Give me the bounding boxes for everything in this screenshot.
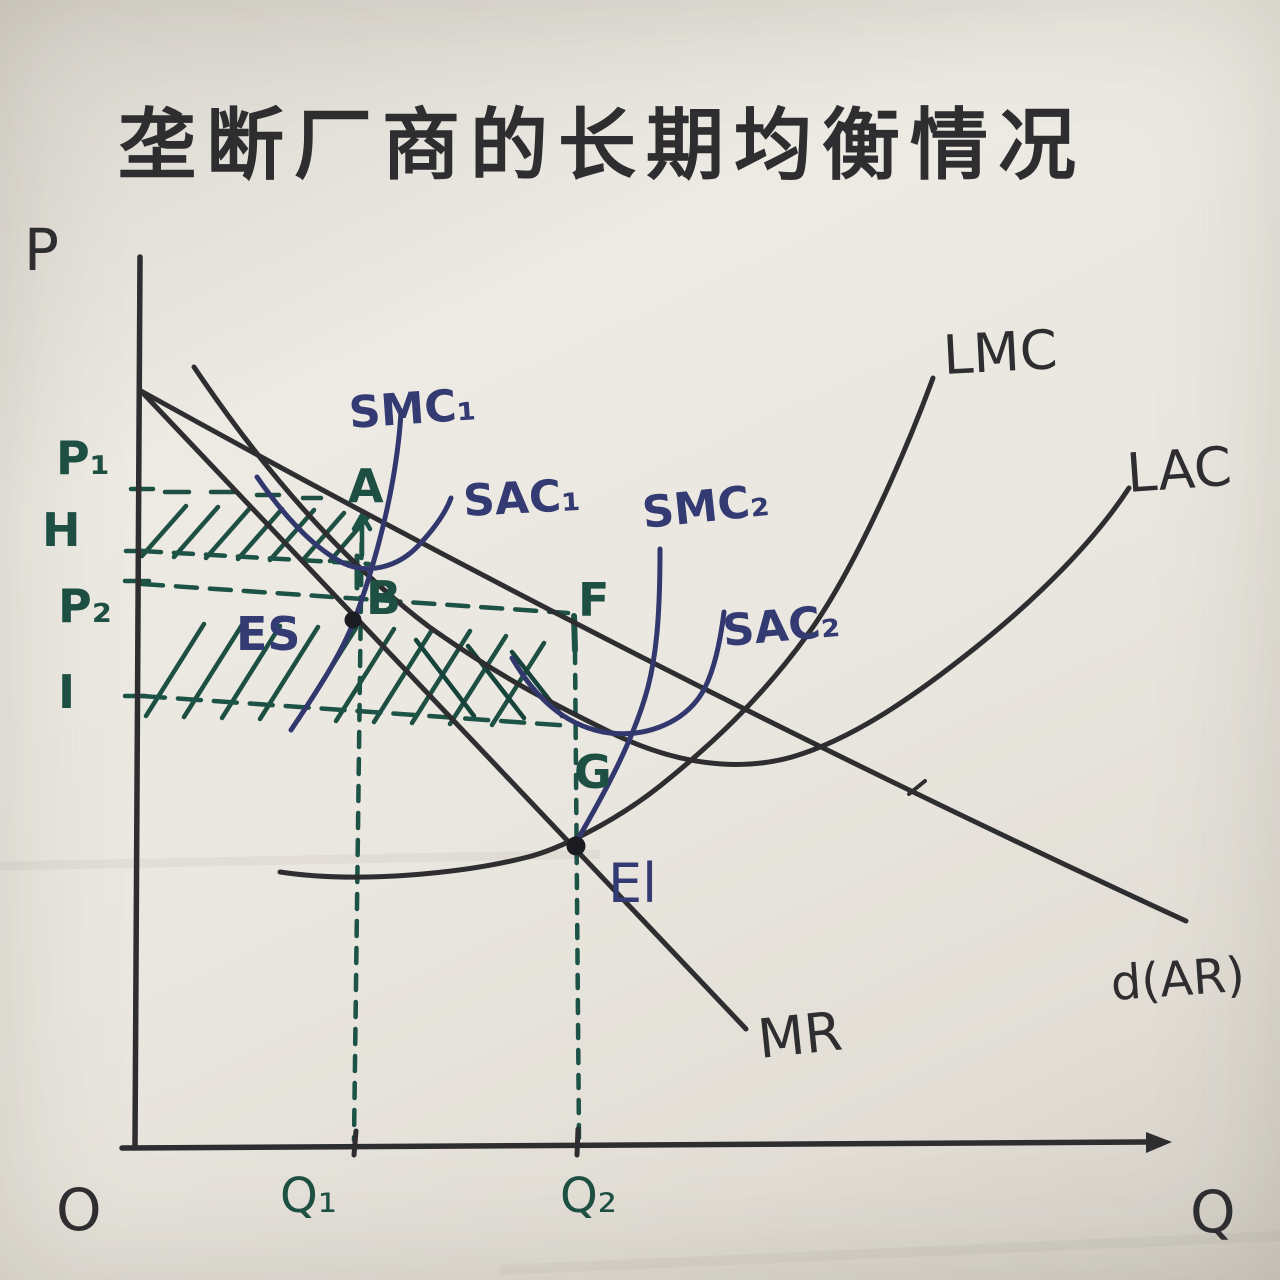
i-price-dashed-line [139,693,575,729]
y-axis [132,254,143,1149]
sac2-curve [509,609,727,737]
navy-ink-curves [254,409,727,847]
smc1-label: SMC₁ [347,379,477,439]
origin-label: O [56,1176,102,1244]
es-equilibrium-dot [344,611,362,629]
p2-price-label: P₂ [58,579,112,633]
sac1-curve [254,474,454,572]
sac1-label: SAC₁ [462,470,582,527]
x-axis-ticks [351,1126,581,1158]
demand-ar-curve [138,388,1189,924]
q1-quantity-label: Q₁ [280,1168,337,1224]
lac-label: LAC [1125,435,1234,505]
i-price-label: I [58,665,75,719]
sac2-label: SAC₂ [721,596,842,657]
f-point-label: F [578,573,609,627]
a-point-arrow [351,512,373,558]
q2-vertical-dashed-line [572,647,582,1143]
short-run-profit-hatching [128,486,371,564]
b-point-label: B [366,571,401,625]
lac-curve [191,364,1132,767]
lmc-label: LMC [941,318,1059,387]
x-axis-label: Q [1190,1178,1236,1246]
construction-lines [122,512,582,1143]
demand-label: d(AR) [1109,947,1247,1012]
el-equilibrium-dot [566,836,586,856]
diagram-title: 垄断厂商的长期均衡情况 [118,101,1086,191]
x-axis [119,1139,1153,1151]
g-point-label: G [574,745,612,799]
q2-quantity-label: Q₂ [560,1168,617,1224]
h-price-label: H [42,503,81,557]
lmc-curve [277,375,936,880]
a-point-label: A [348,459,384,513]
q1-vertical-dashed-line [351,513,365,1143]
smc2-curve [572,546,663,847]
p2-price-dashed-line [139,581,571,616]
black-ink-curves [119,254,1189,1158]
y-axis-label: P [24,216,59,284]
smc2-label: SMC₂ [640,475,772,539]
x-axis-arrowhead [1146,1132,1172,1153]
mr-curve [138,388,749,1032]
paper-crease [0,849,601,871]
el-point-label: El [608,852,657,915]
paper-crease [499,1231,1280,1275]
es-point-label: ES [236,607,301,661]
p1-price-label: P₁ [56,431,110,485]
smc1-curve [288,409,404,733]
h-price-dashed-line [139,548,372,567]
demand-curve-nub [907,779,927,796]
mr-label: MR [755,999,845,1070]
